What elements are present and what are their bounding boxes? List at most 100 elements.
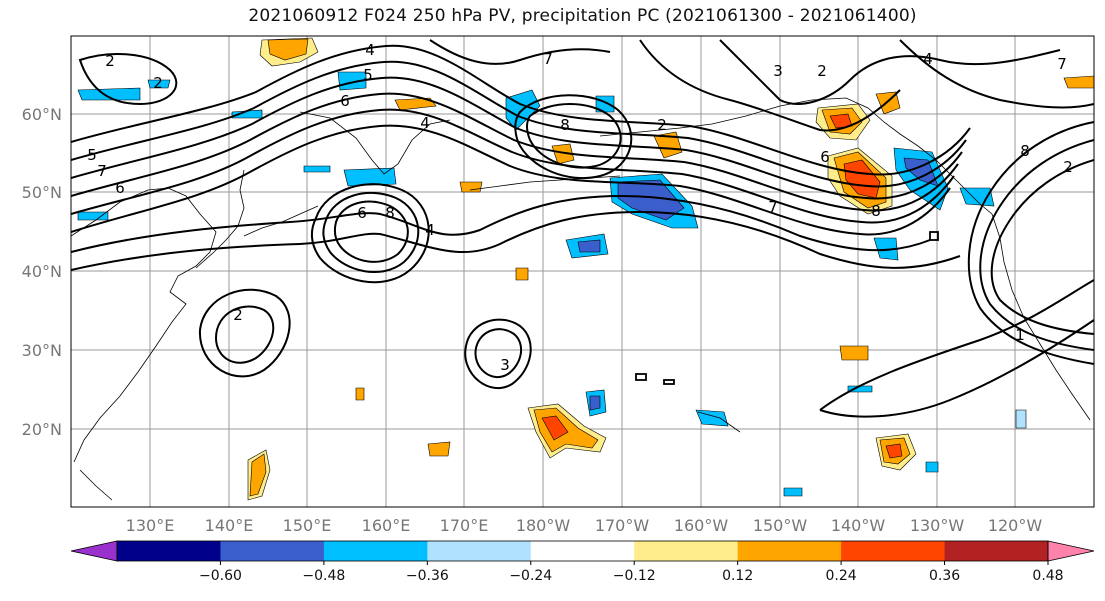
colorbar-segment — [634, 541, 739, 561]
colorbar-tick-label: −0.36 — [406, 568, 449, 584]
precip-negative-area — [959, 187, 995, 207]
lon-label: 140°W — [831, 516, 886, 535]
lon-label: 160°W — [674, 516, 729, 535]
pv-contour — [71, 210, 961, 271]
pv-contour — [322, 191, 420, 274]
lat-label: 60°N — [22, 105, 62, 124]
colorbar-tick-label: −0.48 — [302, 568, 345, 584]
precip-negative-area — [577, 239, 601, 253]
colorbar: −0.60 −0.48 −0.36 −0.24 −0.12 0.12 0.24 0.36 0.4… — [70, 540, 1095, 584]
contour-label: 7 — [768, 198, 778, 216]
pv-contour — [71, 108, 955, 224]
coastline-hawaii — [697, 411, 741, 433]
colorbar-extend-low — [70, 540, 118, 562]
colorbar-tick-label: 0.48 — [1032, 568, 1063, 584]
lon-label: 130°E — [126, 516, 175, 535]
contour-label: 3 — [500, 356, 510, 374]
contour-label: 7 — [97, 162, 107, 180]
coastline-japan — [195, 169, 245, 269]
map-frame — [70, 35, 1095, 508]
pv-contour — [819, 279, 1094, 411]
pv-contour — [198, 288, 291, 378]
colorbar-tick-label: 0.12 — [722, 568, 753, 584]
colorbar-segment — [427, 541, 532, 561]
pv-contour — [967, 121, 1094, 365]
contour-label: 5 — [363, 66, 373, 84]
pv-contour — [429, 39, 611, 65]
precip-positive-area — [541, 415, 569, 441]
contour-label: 8 — [871, 202, 881, 220]
precip-negative-area — [147, 79, 171, 89]
pv-contour — [514, 94, 633, 180]
contour-label: 6 — [820, 148, 830, 166]
contour-label: 2 — [233, 306, 243, 324]
pv-contour — [526, 103, 622, 169]
contour-label: 2 — [105, 52, 115, 70]
precip-positive-area — [515, 267, 529, 281]
precip-negative-area — [77, 87, 141, 101]
precip-positive-area — [459, 181, 483, 193]
precip-positive-area — [653, 131, 683, 159]
coastline-asia — [71, 187, 217, 463]
precip-positive-area — [885, 443, 903, 459]
colorbar-segment — [944, 541, 1049, 561]
colorbar-tick-label: 0.24 — [826, 568, 857, 584]
lon-label: 150°E — [283, 516, 332, 535]
lon-label: 170°W — [595, 516, 650, 535]
precip-negative-area — [617, 179, 685, 221]
contour-label: 3 — [773, 62, 783, 80]
precip-negative-area — [1015, 409, 1027, 429]
lat-label: 20°N — [22, 420, 62, 439]
contour-label: 2 — [817, 62, 827, 80]
contour-label: 2 — [657, 116, 667, 134]
precip-negative-area — [847, 385, 873, 393]
pv-contour — [71, 124, 951, 236]
pv-contour — [71, 92, 959, 212]
lon-label: 180°W — [516, 516, 571, 535]
colorbar-tick-label: −0.24 — [509, 568, 552, 584]
precip-positive-area — [355, 387, 365, 401]
pv-contour — [639, 39, 901, 132]
colorbar-segment — [530, 541, 635, 561]
lon-label: 130°W — [910, 516, 965, 535]
lon-label: 170°E — [440, 516, 489, 535]
lon-label: 120°W — [988, 516, 1043, 535]
colorbar-segment — [737, 541, 842, 561]
contour-label: 4 — [365, 41, 375, 59]
colorbar-extend-high — [1047, 540, 1095, 562]
colorbar-tick-label: −0.12 — [613, 568, 656, 584]
contour-label: 4 — [420, 114, 430, 132]
lat-label: 40°N — [22, 262, 62, 281]
coastline-na-west — [991, 213, 1091, 421]
pv-contour — [214, 305, 275, 364]
lon-label: 150°W — [753, 516, 808, 535]
precip-negative-area — [337, 71, 367, 91]
contour-label: 8 — [560, 116, 570, 134]
contour-label: 2 — [1063, 158, 1073, 176]
colorbar-segment — [841, 541, 946, 561]
small-contours — [635, 231, 939, 385]
contour-label: 8 — [1020, 142, 1030, 160]
lon-label: 140°E — [205, 516, 254, 535]
lat-label: 50°N — [22, 183, 62, 202]
precip-positive-area — [551, 143, 575, 165]
pv-contour — [464, 318, 532, 390]
pv-contour — [71, 44, 971, 176]
pv-contour — [78, 53, 178, 106]
map-title: 2021060912 F024 250 hPa PV, precipitatio… — [248, 6, 917, 26]
precip-positive-area — [875, 91, 901, 115]
contour-label: 7 — [1057, 55, 1067, 73]
coastlines — [71, 97, 1091, 501]
precipitation-shading — [77, 37, 1094, 501]
precip-positive-area — [839, 345, 869, 361]
contour-label: 6 — [115, 179, 125, 197]
colorbar-tick-label: 0.36 — [929, 568, 960, 584]
precip-negative-area — [77, 211, 109, 221]
precip-negative-area — [783, 487, 803, 497]
contour-label: 2 — [153, 74, 163, 92]
colorbar-tick-label: −0.60 — [199, 568, 242, 584]
precip-negative-area — [303, 165, 331, 173]
precip-positive-area — [267, 38, 309, 61]
colorbar-segment — [323, 541, 428, 561]
